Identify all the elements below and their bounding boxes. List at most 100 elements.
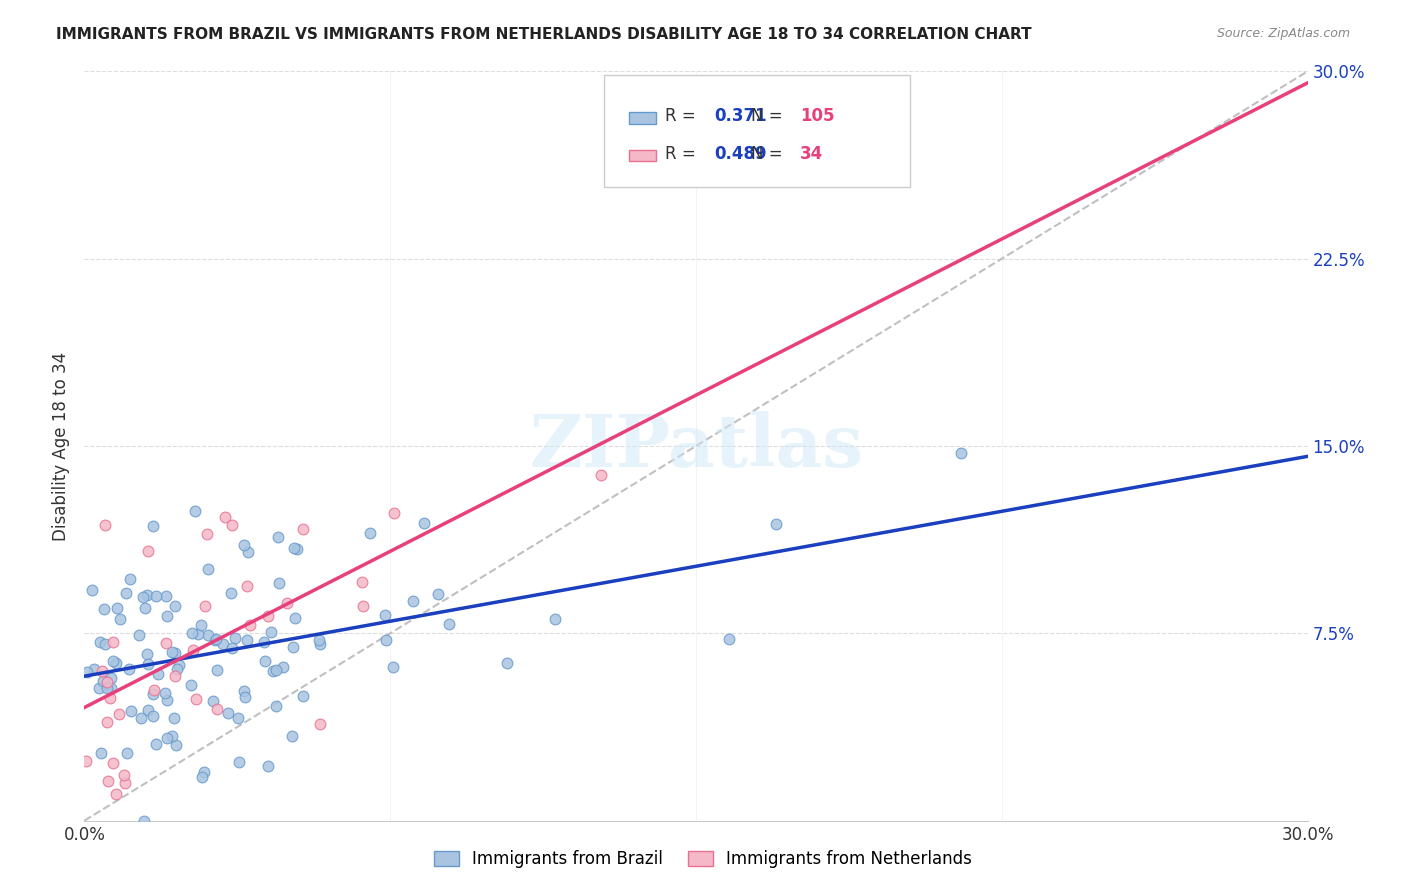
Immigrants from Netherlands — [97, 773, 120, 788]
Immigrants from Brazil — [153, 686, 176, 700]
Immigrants from Brazil — [180, 678, 202, 692]
Immigrants from Netherlands — [94, 518, 117, 533]
Immigrants from Netherlands — [291, 522, 314, 536]
Immigrants from Brazil — [219, 586, 242, 600]
Immigrants from Brazil — [283, 640, 305, 655]
Immigrants from Netherlands — [184, 691, 207, 706]
Immigrants from Brazil — [228, 711, 250, 725]
Immigrants from Netherlands — [142, 682, 165, 697]
Immigrants from Brazil — [104, 656, 127, 670]
Immigrants from Brazil — [197, 561, 219, 575]
Immigrants from Brazil — [374, 607, 396, 622]
Immigrants from Brazil — [142, 708, 165, 723]
Immigrants from Brazil — [193, 764, 215, 779]
Immigrants from Netherlands — [101, 756, 124, 771]
Immigrants from Brazil — [413, 516, 436, 530]
Immigrants from Brazil — [267, 530, 290, 544]
Immigrants from Brazil — [252, 635, 274, 649]
Immigrants from Brazil — [238, 545, 260, 559]
Text: ZIPatlas: ZIPatlas — [529, 410, 863, 482]
Immigrants from Brazil — [201, 694, 224, 708]
Immigrants from Brazil — [166, 662, 188, 676]
Immigrants from Brazil — [128, 628, 150, 642]
Immigrants from Brazil — [80, 583, 103, 598]
Immigrants from Brazil — [101, 654, 124, 668]
Text: IMMIGRANTS FROM BRAZIL VS IMMIGRANTS FROM NETHERLANDS DISABILITY AGE 18 TO 34 CO: IMMIGRANTS FROM BRAZIL VS IMMIGRANTS FRO… — [56, 27, 1032, 42]
Immigrants from Netherlands — [136, 544, 159, 558]
Immigrants from Brazil — [145, 737, 167, 751]
Immigrants from Netherlands — [239, 617, 262, 632]
Text: 105: 105 — [800, 107, 834, 125]
Legend: Immigrants from Brazil, Immigrants from Netherlands: Immigrants from Brazil, Immigrants from … — [427, 844, 979, 875]
Immigrants from Brazil — [267, 575, 290, 590]
Immigrants from Brazil — [187, 627, 209, 641]
Immigrants from Netherlands — [75, 754, 97, 768]
Immigrants from Netherlands — [589, 468, 612, 483]
Immigrants from Brazil — [118, 572, 141, 586]
Immigrants from Netherlands — [107, 706, 129, 721]
FancyBboxPatch shape — [605, 75, 910, 187]
Text: Source: ZipAtlas.com: Source: ZipAtlas.com — [1216, 27, 1350, 40]
Immigrants from Brazil — [232, 684, 254, 698]
Immigrants from Brazil — [224, 631, 246, 645]
Text: 0.371: 0.371 — [714, 107, 766, 125]
Immigrants from Brazil — [115, 586, 138, 600]
Immigrants from Brazil — [205, 663, 228, 677]
Immigrants from Netherlands — [181, 643, 204, 657]
Immigrants from Netherlands — [163, 669, 186, 683]
Immigrants from Brazil — [280, 729, 302, 743]
Immigrants from Netherlands — [96, 675, 118, 690]
Immigrants from Brazil — [205, 632, 228, 646]
Immigrants from Brazil — [426, 587, 449, 601]
Immigrants from Brazil — [76, 665, 98, 679]
Immigrants from Brazil — [382, 659, 405, 673]
Immigrants from Brazil — [221, 640, 243, 655]
Immigrants from Brazil — [136, 657, 159, 672]
Immigrants from Netherlands — [101, 635, 124, 649]
Immigrants from Brazil — [163, 599, 186, 613]
Immigrants from Brazil — [285, 542, 308, 557]
Immigrants from Brazil — [308, 637, 330, 651]
Immigrants from Brazil — [134, 600, 156, 615]
Immigrants from Brazil — [217, 706, 239, 721]
Immigrants from Brazil — [91, 674, 114, 689]
Immigrants from Brazil — [100, 681, 122, 695]
Immigrants from Brazil — [163, 711, 186, 725]
Immigrants from Brazil — [253, 654, 276, 668]
Immigrants from Brazil — [90, 746, 112, 760]
Immigrants from Netherlands — [205, 701, 228, 715]
Immigrants from Brazil — [190, 617, 212, 632]
Immigrants from Brazil — [162, 644, 184, 658]
Immigrants from Brazil — [233, 538, 256, 552]
Immigrants from Brazil — [132, 814, 155, 828]
Immigrants from Brazil — [156, 693, 179, 707]
Immigrants from Brazil — [89, 635, 111, 649]
Immigrants from Brazil — [181, 626, 204, 640]
Immigrants from Brazil — [136, 703, 159, 717]
Immigrants from Brazil — [197, 627, 219, 641]
Immigrants from Netherlands — [195, 527, 218, 541]
Immigrants from Netherlands — [98, 691, 121, 706]
Immigrants from Netherlands — [112, 768, 135, 782]
Text: 0.489: 0.489 — [714, 145, 766, 162]
Text: R =: R = — [665, 107, 702, 125]
Immigrants from Netherlands — [214, 510, 236, 524]
Immigrants from Brazil — [291, 690, 314, 704]
Immigrants from Brazil — [949, 446, 972, 460]
Immigrants from Netherlands — [350, 575, 373, 590]
Immigrants from Brazil — [146, 667, 169, 681]
Immigrants from Brazil — [184, 503, 207, 517]
Immigrants from Brazil — [108, 612, 131, 626]
Immigrants from Brazil — [94, 637, 117, 651]
Immigrants from Brazil — [142, 687, 165, 701]
Text: N =: N = — [751, 107, 787, 125]
Immigrants from Brazil — [115, 746, 138, 760]
Immigrants from Brazil — [165, 739, 187, 753]
Immigrants from Netherlands — [91, 664, 114, 678]
Immigrants from Netherlands — [236, 579, 259, 593]
Immigrants from Brazil — [204, 633, 226, 648]
Immigrants from Brazil — [136, 647, 159, 661]
Immigrants from Brazil — [96, 681, 118, 695]
Immigrants from Netherlands — [96, 715, 118, 730]
Immigrants from Brazil — [212, 637, 235, 651]
